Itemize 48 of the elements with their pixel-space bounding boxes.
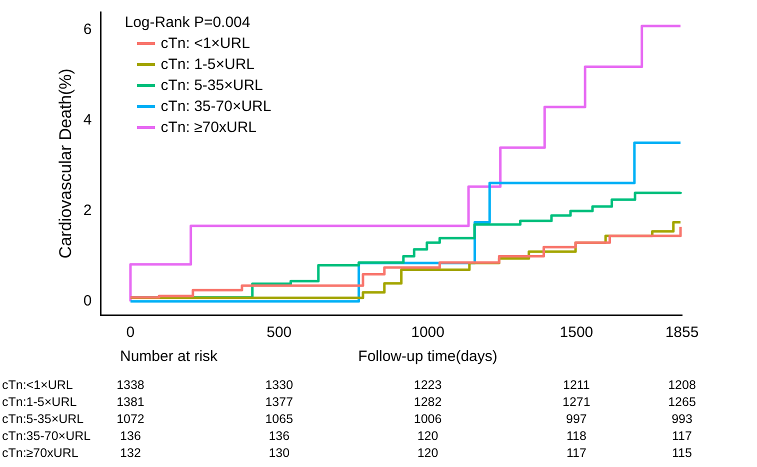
- x-tick-label: 0: [126, 324, 135, 342]
- text: cTn:≥70xURL: [2, 446, 78, 460]
- text: 117: [672, 429, 692, 443]
- text: 1072: [116, 412, 144, 426]
- text: 130: [268, 446, 290, 460]
- legend-title: Log-Rank P=0.004: [124, 13, 252, 33]
- text: 136: [120, 429, 141, 443]
- legend-label: cTn: 5-35×URL: [160, 76, 263, 96]
- x-tick-label: 500: [266, 324, 292, 342]
- y-axis-title: Cardiovascular Death(%): [56, 68, 75, 258]
- text: cTn:<1×URL: [2, 378, 73, 392]
- legend-label: cTn: 35-70×URL: [160, 97, 272, 117]
- text: 132: [120, 446, 141, 460]
- legend-label: cTn: <1×URL: [160, 34, 250, 54]
- text: 1265: [668, 395, 696, 409]
- y-tick-label: 4: [83, 112, 92, 129]
- text: 1223: [414, 378, 442, 392]
- text: 120: [417, 429, 438, 443]
- y-tick-label: 2: [83, 202, 92, 220]
- text: 1006: [414, 412, 442, 426]
- text: 997: [566, 412, 587, 426]
- text: 1381: [116, 395, 144, 409]
- text: cTn:5-35×URL: [2, 412, 84, 426]
- legend-label: cTn: 1-5×URL: [160, 55, 255, 75]
- text: 136: [268, 429, 290, 443]
- x-tick-label: 1000: [411, 324, 444, 342]
- text: 993: [672, 412, 692, 426]
- x-tick-label: 1855: [665, 324, 699, 342]
- x-tick-label: 1500: [560, 324, 594, 342]
- text: Number at risk: [120, 348, 218, 365]
- text: 120: [417, 446, 438, 460]
- text: 1338: [116, 378, 144, 392]
- text: 1065: [265, 412, 294, 426]
- text: 1282: [414, 395, 442, 409]
- text: 117: [566, 446, 586, 460]
- y-tick-label: 0: [83, 292, 92, 310]
- text: 118: [566, 429, 586, 443]
- text: cTn:35-70×URL: [2, 429, 91, 443]
- text: cTn:1-5×URL: [2, 395, 77, 409]
- text: 1208: [668, 378, 696, 392]
- legend-label: cTn: ≥70xURL: [160, 118, 256, 138]
- y-tick-label: 6: [83, 21, 92, 38]
- text: 1211: [562, 378, 590, 392]
- text: 1271: [562, 395, 590, 409]
- text: 1377: [265, 395, 294, 409]
- x-axis-title: Follow-up time(days): [358, 348, 498, 365]
- text: 1330: [265, 378, 294, 392]
- text: 115: [672, 446, 692, 460]
